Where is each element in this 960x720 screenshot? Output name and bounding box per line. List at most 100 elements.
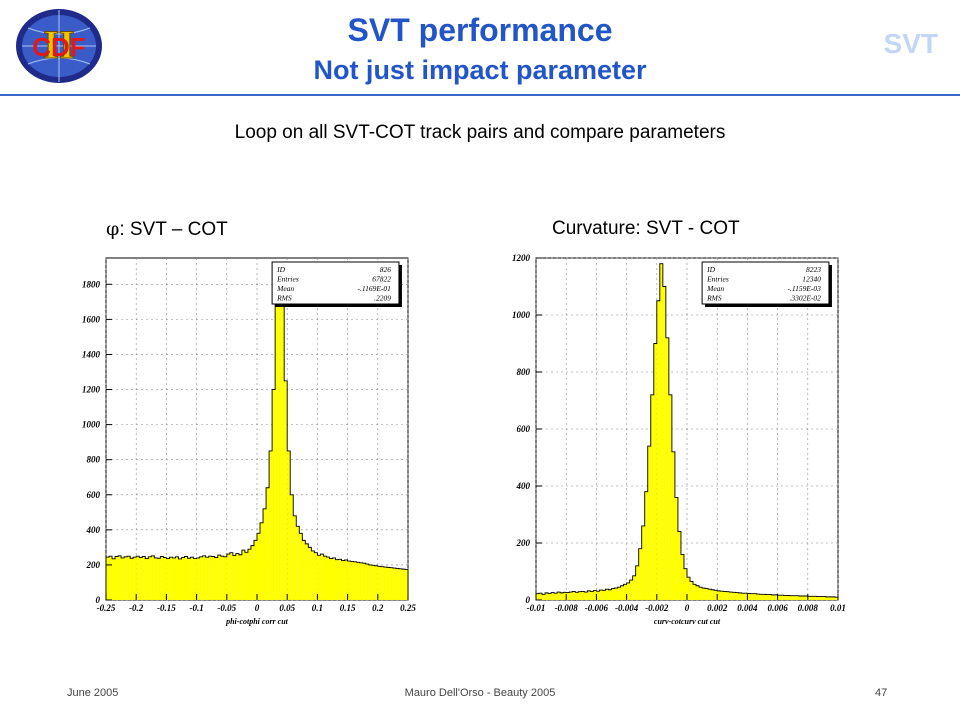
histogram-bar [696,585,700,600]
histogram-bar [795,595,799,600]
x-axis-title: phi-cotphi corr cut [225,617,289,626]
histogram-bar [223,556,227,600]
histogram-bar [774,594,778,600]
stats-label: RMS [276,294,292,303]
stats-value: 8223 [806,265,821,274]
histogram-bar [266,487,270,600]
stats-label: Entries [706,275,729,284]
y-tick-label: 0 [96,595,101,605]
stats-label: Mean [706,284,724,293]
histogram-bar [136,556,140,600]
histogram-bar [290,494,294,600]
histogram-bar [247,549,251,600]
histogram-bar [299,533,303,600]
svt-corner-tag: SVT [883,28,938,59]
phi-label-text: : SVT – COT [119,219,228,240]
x-tick-label: 0.15 [340,603,356,613]
histogram-bar [275,301,279,600]
histogram-bar [632,575,636,600]
histogram-bar [557,592,561,600]
histogram-bar [771,594,775,600]
histogram-bar [665,337,669,600]
histogram-bar [614,588,618,600]
histogram-bar [765,594,769,600]
histogram-bar [253,540,257,600]
histogram-bar [738,592,742,600]
histogram-bar [807,596,811,600]
x-tick-label: 0.006 [767,603,788,613]
histogram-bar [581,591,585,600]
histogram-bar [257,533,261,600]
histogram-bar [332,557,336,600]
stats-value: -.1159E-03 [788,284,822,293]
histogram-bar [635,565,639,600]
histogram-bar [789,595,793,600]
histogram-bar [235,553,239,600]
histogram-bar [145,558,149,600]
histogram-bar [753,593,757,600]
histogram-bar [383,567,387,600]
cdf-logo: II CDF [16,9,102,83]
histogram-bar [644,491,648,600]
histogram-bar [572,591,576,600]
histogram-bar [172,557,176,600]
x-tick-label: 0.002 [707,603,728,613]
histogram-bar [302,540,306,600]
footer-page-number: 47 [875,687,888,699]
histogram-bar [166,558,170,600]
phi-plot-label: φ: SVT – COT [106,218,228,241]
y-tick-label: 600 [517,424,531,434]
histogram-bar [677,531,681,600]
histogram-bar [121,557,125,600]
histogram-bar [593,590,597,600]
y-tick-label: 600 [87,490,101,500]
histogram-bar [214,557,218,600]
histogram-bar [768,594,772,600]
histogram-bar [822,596,826,600]
histogram-bar [263,508,267,600]
logo-text: CDF [32,32,85,62]
histogram-bar [750,593,754,600]
histogram-bar [281,301,285,600]
histogram-bar [296,526,300,600]
x-tick-label: -0.2 [129,603,144,613]
histogram-bar [305,543,309,600]
histogram-bar [205,557,209,600]
stats-value: 12340 [802,275,821,284]
histogram-bar [314,552,318,600]
histogram-bar [401,569,405,600]
histogram-bar [356,562,360,600]
histogram-outline [105,266,409,600]
histogram-bar [187,558,191,600]
x-tick-label: -0.15 [157,603,176,613]
histogram-bar [671,451,675,600]
x-tick-label: -0.25 [97,603,116,613]
histogram-bar [272,389,276,600]
histogram-bar [118,555,122,600]
histogram-bar [539,593,543,600]
histogram-bar [831,596,835,600]
x-tick-label: 0.01 [830,603,846,613]
x-tick-label: 0.05 [279,603,295,613]
histogram-bar [819,596,823,600]
histogram-bar [714,590,718,600]
histogram-bar [720,591,724,600]
footer-date: June 2005 [67,687,119,699]
histogram-bar [250,545,254,600]
histogram-bar [347,561,351,600]
histogram-bar [711,589,715,600]
histogram-bar [154,557,158,600]
histogram-bar [269,450,273,600]
histogram-bar [317,555,321,600]
histogram-bar [196,557,200,600]
histogram-bar [687,577,691,600]
histogram-bar [362,563,366,600]
histogram-bar [190,557,194,600]
histogram-bar [780,595,784,600]
histogram-bar [308,547,312,600]
y-tick-label: 1800 [82,279,101,289]
histogram-bar [386,567,390,600]
histogram-bar [353,561,357,600]
slide-title: SVT performance [347,12,613,48]
histogram-bar [169,557,173,600]
